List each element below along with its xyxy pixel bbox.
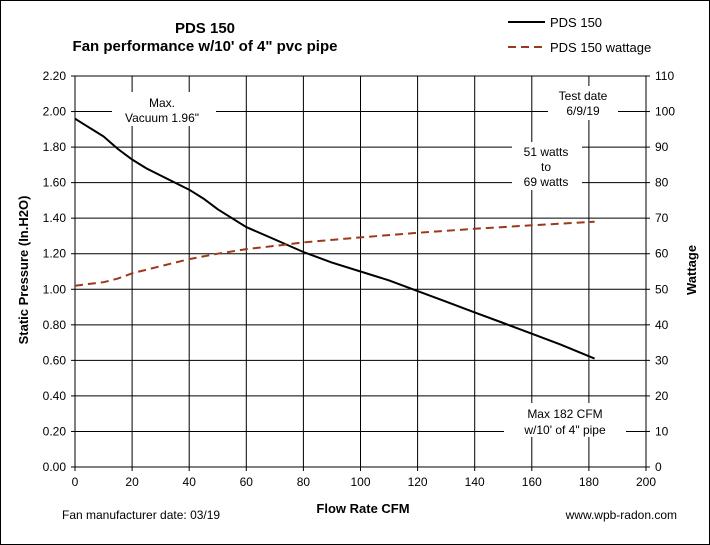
y2-axis-label: Wattage — [684, 245, 699, 295]
y-tick-label: 2.00 — [43, 105, 67, 119]
y-tick-label: 1.60 — [43, 176, 67, 190]
x-tick-label: 40 — [183, 475, 197, 489]
y-tick-label: 2.20 — [43, 69, 67, 83]
y2-tick-label: 110 — [655, 69, 674, 83]
series-layer — [74, 117, 595, 360]
x-axis-label: Flow Rate CFM — [316, 501, 409, 516]
y2-tick-label: 50 — [655, 282, 669, 296]
ticks: 0 20 40 60 80 100 120 140 160 180 2000.000.200.400… — [43, 69, 676, 489]
website-text: www.wpb-radon.com — [565, 508, 677, 522]
watts-line2: to — [541, 160, 551, 174]
annotation-max-vacuum: Max. Vacuum 1.96" — [112, 92, 216, 126]
chart-subtitle: Fan performance w/10' of 4" pvc pipe — [73, 38, 338, 55]
y-tick-label: 1.80 — [43, 140, 67, 154]
max-vacuum-line1: Max. — [149, 96, 175, 110]
y-tick-label: 0.20 — [43, 424, 67, 438]
watts-line1: 51 watts — [524, 145, 569, 159]
y-tick-label: 0.00 — [43, 460, 67, 474]
x-tick-label: 100 — [350, 475, 370, 489]
y2-tick-label: 30 — [655, 353, 669, 367]
y-tick-label: 1.40 — [43, 211, 67, 225]
x-tick-label: 0 — [72, 475, 79, 489]
y2-tick-label: 90 — [655, 140, 669, 154]
test-date-line2: 6/9/19 — [566, 104, 600, 118]
annotation-test-date: Test date 6/9/19 — [548, 86, 618, 120]
y2-tick-label: 20 — [655, 389, 669, 403]
y2-tick-label: 80 — [655, 176, 669, 190]
y2-tick-label: 60 — [655, 247, 669, 261]
max-cfm-line2: w/10' of 4" pipe — [523, 423, 606, 437]
series-line-wattage — [74, 220, 595, 287]
y-tick-label: 0.80 — [43, 318, 67, 332]
y-axis-label: Static Pressure (In.H2O) — [16, 196, 31, 345]
y2-tick-label: 0 — [655, 460, 662, 474]
watts-line3: 69 watts — [524, 175, 569, 189]
y-tick-label: 1.00 — [43, 282, 67, 296]
y2-tick-label: 40 — [655, 318, 669, 332]
x-tick-label: 160 — [522, 475, 542, 489]
y-tick-label: 0.40 — [43, 389, 67, 403]
y2-tick-label: 100 — [655, 105, 675, 119]
manufacturer-date: Fan manufacturer date: 03/19 — [62, 508, 220, 522]
series-line-static-pressure — [74, 117, 595, 360]
chart-title: PDS 150 — [175, 20, 235, 37]
x-tick-label: 80 — [297, 475, 311, 489]
x-tick-label: 60 — [240, 475, 254, 489]
legend-label-wattage: PDS 150 wattage — [550, 40, 651, 55]
x-tick-label: 140 — [465, 475, 485, 489]
x-tick-label: 120 — [408, 475, 428, 489]
y2-tick-label: 70 — [655, 211, 669, 225]
max-vacuum-line2: Vacuum 1.96" — [125, 111, 199, 125]
y-tick-label: 0.60 — [43, 353, 67, 367]
x-tick-label: 200 — [636, 475, 656, 489]
annotation-watts-range: 51 watts to 69 watts — [512, 142, 582, 190]
max-cfm-line1: Max 182 CFM — [527, 407, 602, 421]
test-date-line1: Test date — [559, 89, 608, 103]
y2-tick-label: 10 — [655, 424, 669, 438]
x-tick-label: 180 — [579, 475, 599, 489]
legend-label-pds150: PDS 150 — [550, 15, 602, 30]
y-tick-label: 1.20 — [43, 247, 67, 261]
annotation-max-cfm: Max 182 CFM w/10' of 4" pipe — [504, 403, 626, 437]
x-tick-label: 20 — [125, 475, 139, 489]
